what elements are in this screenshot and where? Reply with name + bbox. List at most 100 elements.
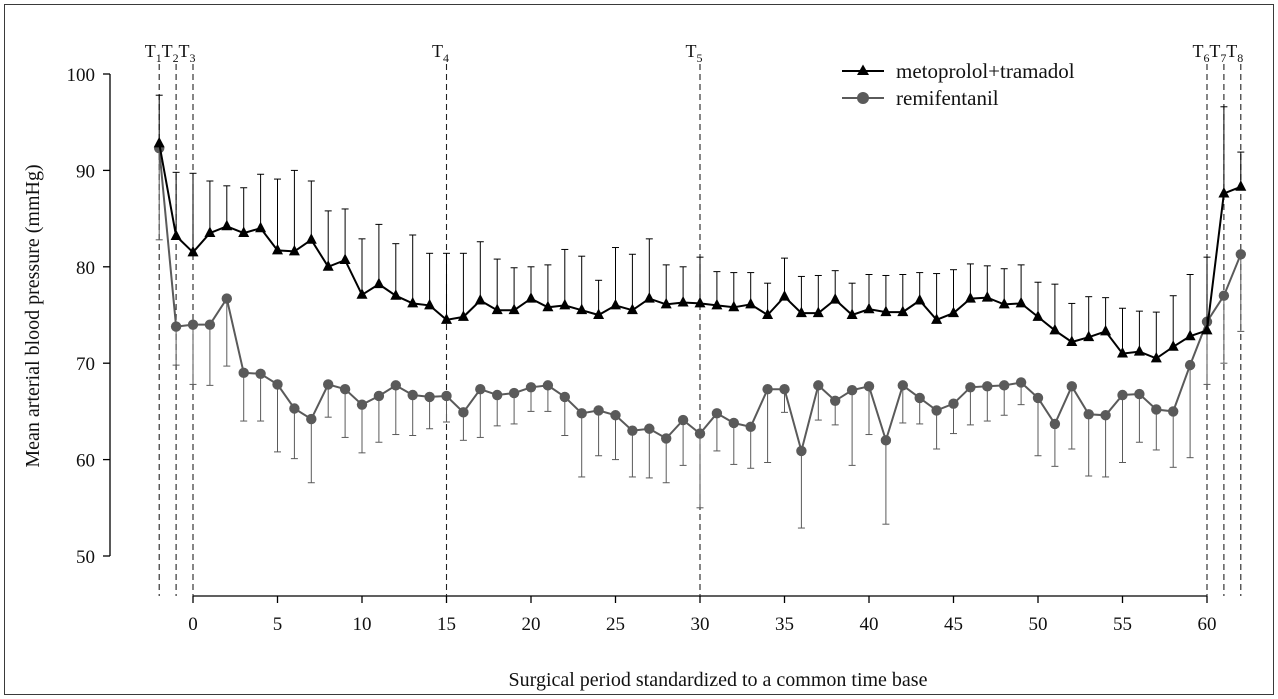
- y-tick-label-90: 90: [76, 161, 95, 182]
- data-point-remifentanil-41: [846, 384, 858, 396]
- data-point-metoprolol-tramadol-32: [694, 296, 706, 308]
- data-point-metoprolol-tramadol-3: [204, 226, 216, 238]
- legend-circle-icon: [857, 92, 869, 104]
- y-tick-label-60: 60: [76, 451, 95, 472]
- data-point-metoprolol-tramadol-28: [626, 303, 638, 315]
- x-tick-label-60: 60: [1198, 614, 1217, 635]
- y-tick-label-70: 70: [76, 354, 95, 375]
- data-point-metoprolol-tramadol-19: [474, 294, 486, 305]
- data-point-metoprolol-tramadol-24: [559, 298, 571, 310]
- data-point-remifentanil-8: [289, 403, 300, 414]
- data-point-remifentanil-18: [458, 407, 469, 418]
- data-point-metoprolol-tramadol-13: [373, 277, 385, 289]
- data-point-remifentanil-43: [880, 435, 892, 446]
- data-point-metoprolol-tramadol-4: [221, 219, 233, 231]
- data-point-metoprolol-tramadol-17: [441, 313, 452, 324]
- data-point-metoprolol-tramadol-2: [187, 245, 199, 257]
- data-point-metoprolol-tramadol-47: [948, 306, 959, 318]
- data-point-metoprolol-tramadol-45: [914, 294, 926, 305]
- data-point-metoprolol-tramadol-18: [457, 310, 469, 321]
- data-point-remifentanil-15: [407, 389, 418, 401]
- data-point-remifentanil-10: [323, 379, 334, 390]
- data-point-metoprolol-tramadol-15: [407, 296, 419, 308]
- data-point-remifentanil-35: [745, 421, 756, 433]
- data-point-metoprolol-tramadol-63: [1218, 187, 1230, 198]
- data-point-metoprolol-tramadol-21: [508, 303, 520, 315]
- time-marker-label-8: T8: [1226, 41, 1243, 65]
- data-point-metoprolol-tramadol-36: [762, 308, 774, 319]
- data-point-remifentanil-39: [813, 380, 824, 391]
- time-markers: T1 T2 T3 T4 T5 T6 T7 T8: [145, 41, 1243, 596]
- data-point-remifentanil-20: [492, 389, 503, 401]
- data-point-metoprolol-tramadol-42: [863, 302, 875, 314]
- data-point-metoprolol-tramadol-55: [1083, 330, 1095, 342]
- data-point-remifentanil-9: [306, 413, 317, 425]
- time-marker-label-1: T1: [145, 41, 162, 65]
- data-point-metoprolol-tramadol-41: [846, 308, 858, 319]
- data-point-metoprolol-tramadol-38: [795, 306, 807, 318]
- time-marker-label-4: T4: [432, 41, 449, 65]
- data-point-metoprolol-tramadol-23: [542, 300, 554, 312]
- data-point-metoprolol-tramadol-20: [491, 303, 503, 315]
- data-point-remifentanil-49: [982, 381, 993, 392]
- legend-label-remifentanil: remifentanil: [896, 86, 999, 110]
- data-point-metoprolol-tramadol-64: [1235, 180, 1247, 191]
- data-point-metoprolol-tramadol-11: [339, 253, 351, 265]
- data-point-metoprolol-tramadol-6: [255, 221, 267, 233]
- data-point-metoprolol-tramadol-16: [424, 298, 436, 310]
- data-point-metoprolol-tramadol-29: [643, 292, 655, 303]
- x-tick-label-30: 30: [691, 614, 710, 635]
- data-point-remifentanil-36: [762, 384, 773, 395]
- data-point-remifentanil-44: [897, 380, 908, 391]
- x-tick-label-35: 35: [775, 614, 794, 635]
- data-point-remifentanil-3: [204, 319, 216, 330]
- time-marker-label-3: T3: [179, 41, 196, 65]
- data-point-remifentanil-21: [508, 387, 520, 399]
- time-marker-label-2: T2: [162, 41, 179, 65]
- data-point-metoprolol-tramadol-34: [728, 300, 740, 312]
- legend-label-metoprolol: metoprolol+tramadol: [896, 59, 1075, 83]
- data-point-metoprolol-tramadol-10: [322, 260, 334, 271]
- data-point-metoprolol-tramadol-8: [288, 244, 300, 256]
- series-remifentanil: [154, 143, 1247, 529]
- data-point-remifentanil-50: [999, 380, 1010, 391]
- data-point-remifentanil-24: [559, 391, 570, 403]
- data-point-metoprolol-tramadol-1: [170, 229, 182, 240]
- data-point-remifentanil-47: [948, 398, 959, 409]
- x-tick-label-50: 50: [1029, 614, 1048, 635]
- x-axis-title: Surgical period standardized to a common…: [509, 669, 928, 691]
- data-point-metoprolol-tramadol-59: [1150, 351, 1162, 363]
- data-point-remifentanil-58: [1134, 388, 1145, 400]
- series-metoprolol-tramadol: [153, 94, 1247, 363]
- data-point-metoprolol-tramadol-5: [238, 226, 250, 238]
- y-tick-label-50: 50: [76, 547, 95, 568]
- time-marker-label-7: T7: [1209, 41, 1226, 65]
- y-tick-label-80: 80: [76, 258, 95, 279]
- data-point-remifentanil-46: [931, 405, 942, 416]
- series-layer: [153, 94, 1247, 529]
- data-point-remifentanil-60: [1168, 406, 1179, 417]
- data-point-remifentanil-1: [170, 321, 182, 332]
- data-point-metoprolol-tramadol-7: [272, 243, 283, 255]
- data-point-remifentanil-19: [475, 384, 486, 395]
- data-point-remifentanil-22: [525, 382, 537, 393]
- legend-triangle-icon: [857, 64, 869, 75]
- data-point-metoprolol-tramadol-51: [1015, 296, 1027, 308]
- data-point-remifentanil-2: [187, 319, 199, 330]
- x-tick-label-40: 40: [860, 614, 879, 635]
- data-point-remifentanil-16: [424, 391, 435, 403]
- data-point-metoprolol-tramadol-49: [981, 291, 993, 302]
- data-point-remifentanil-33: [711, 408, 723, 419]
- data-point-remifentanil-25: [576, 408, 587, 419]
- chart-frame: [4, 4, 1274, 695]
- data-point-remifentanil-56: [1100, 410, 1111, 421]
- data-point-metoprolol-tramadol-57: [1117, 347, 1128, 358]
- data-point-remifentanil-48: [965, 382, 976, 393]
- data-point-metoprolol-tramadol-44: [897, 305, 909, 317]
- data-point-remifentanil-61: [1184, 359, 1196, 371]
- data-point-remifentanil-34: [728, 417, 739, 429]
- data-point-remifentanil-6: [255, 368, 266, 380]
- data-point-remifentanil-27: [610, 410, 621, 421]
- data-point-metoprolol-tramadol-31: [677, 295, 689, 307]
